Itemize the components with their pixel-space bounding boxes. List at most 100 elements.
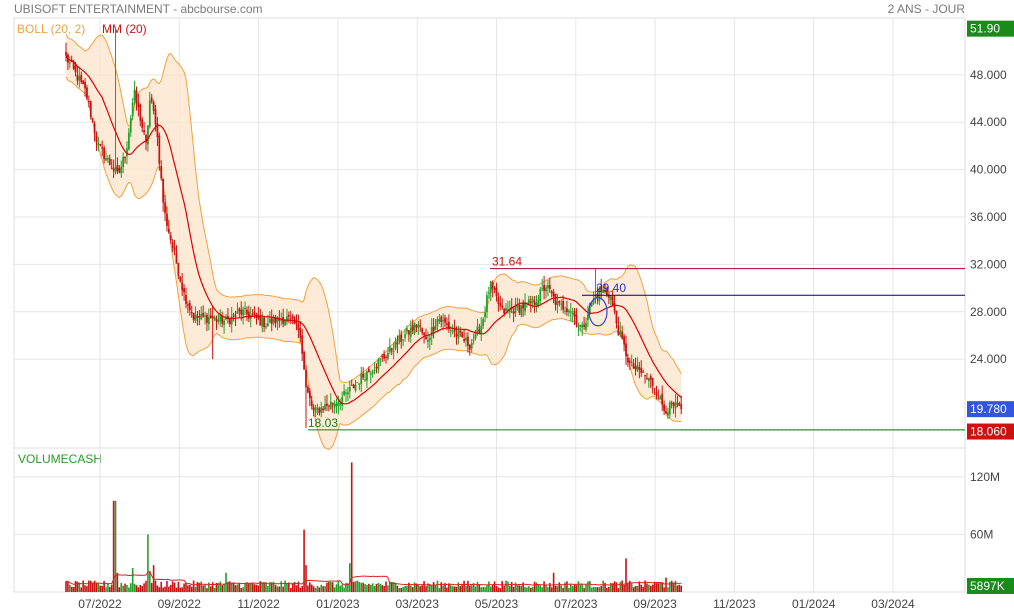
candle-body — [467, 336, 469, 346]
candle-body — [345, 392, 347, 394]
candle-body — [508, 308, 511, 313]
candle-body — [360, 373, 363, 385]
candle-body — [305, 369, 307, 388]
volume-bar — [131, 568, 134, 592]
candle-body — [80, 75, 83, 82]
volume-bar — [312, 586, 315, 592]
volume-bar — [238, 582, 241, 592]
volume-bar — [449, 585, 452, 592]
candle-body — [194, 314, 197, 321]
candle-body — [308, 390, 311, 399]
volume-bar — [331, 582, 334, 592]
candle-body — [428, 337, 431, 341]
candle-body — [89, 101, 92, 118]
volume-bar — [430, 585, 433, 592]
volume-bar — [457, 582, 460, 592]
volume-bar — [349, 563, 351, 592]
candle-body — [261, 317, 264, 327]
volume-bar — [478, 584, 481, 592]
volume-bar — [211, 582, 214, 592]
moving-average-line — [65, 55, 682, 405]
volume-bar — [240, 588, 243, 592]
candle-body — [413, 323, 416, 334]
volume-bar — [301, 585, 303, 592]
candle-body — [442, 320, 445, 322]
volume-bar — [248, 583, 250, 592]
volume-bar — [674, 580, 677, 592]
candle-body — [244, 307, 246, 309]
volume-bar — [535, 582, 538, 592]
candle-body — [84, 82, 86, 89]
candle-body — [86, 87, 88, 99]
high-price-badge-bg — [967, 20, 1014, 37]
candle-body — [337, 402, 340, 406]
candle-body — [179, 276, 182, 282]
volume-bar — [402, 586, 404, 592]
candle-body — [478, 329, 481, 334]
candle-body — [592, 298, 595, 304]
volume-bar — [329, 581, 332, 592]
candle-body — [276, 316, 279, 322]
candle-body — [347, 392, 349, 395]
volume-bar — [661, 583, 663, 592]
high-price-badge: 51.90 — [970, 22, 1000, 36]
candle-body — [678, 402, 681, 406]
volume-bar — [227, 581, 229, 592]
volume-bar — [396, 585, 399, 592]
candle-body — [350, 384, 353, 386]
volume-bar — [299, 587, 302, 592]
volume-bar — [99, 585, 102, 592]
volume-bar — [562, 587, 564, 592]
candle-body — [613, 302, 616, 312]
volume-bar — [512, 586, 515, 592]
volume-bar — [589, 580, 591, 592]
volume-bar — [236, 584, 239, 592]
volume-bar — [436, 580, 439, 592]
volume-bar — [385, 581, 387, 592]
candle-body — [440, 316, 443, 323]
candle-body — [95, 135, 98, 143]
volume-bar — [554, 585, 557, 592]
candle-body — [103, 147, 105, 160]
candle-body — [638, 367, 641, 370]
volume-bar — [501, 581, 503, 592]
candle-body — [133, 89, 136, 101]
candle-body — [339, 402, 342, 405]
candle-body — [152, 102, 155, 111]
volume-bar — [659, 582, 662, 592]
volume-bar — [202, 585, 204, 592]
volume-bar — [398, 588, 401, 592]
candle-body — [247, 311, 250, 319]
candle-body — [167, 228, 170, 233]
candle-body — [676, 403, 679, 405]
candle-body — [369, 373, 372, 375]
volume-bar — [489, 586, 492, 592]
candle-body — [356, 382, 359, 384]
volume-bar — [352, 581, 355, 592]
volume-bar — [564, 582, 566, 592]
volume-bar — [503, 585, 505, 592]
bollinger-upper — [65, 33, 682, 383]
volume-bar — [326, 582, 328, 592]
volume-bar — [175, 587, 178, 592]
volume-bar — [451, 586, 454, 592]
volume-bar — [617, 588, 620, 592]
volume-bar — [476, 581, 479, 592]
volume-bar — [522, 582, 524, 592]
volume-bar — [486, 585, 488, 592]
candle-body — [122, 156, 125, 168]
candle-body — [447, 322, 450, 329]
volume-bar — [242, 587, 244, 592]
volume-bar — [318, 587, 321, 592]
volume-bar — [200, 581, 203, 592]
volume-bar — [547, 587, 549, 592]
candle-body — [217, 319, 220, 323]
candle-body — [270, 318, 273, 324]
volume-bar — [655, 583, 658, 592]
volume-bar — [305, 565, 307, 592]
volume-bar — [76, 581, 79, 592]
chart-period: 2 ANS - JOUR — [887, 2, 965, 16]
candle-body — [590, 303, 593, 306]
candle-body — [169, 235, 172, 241]
